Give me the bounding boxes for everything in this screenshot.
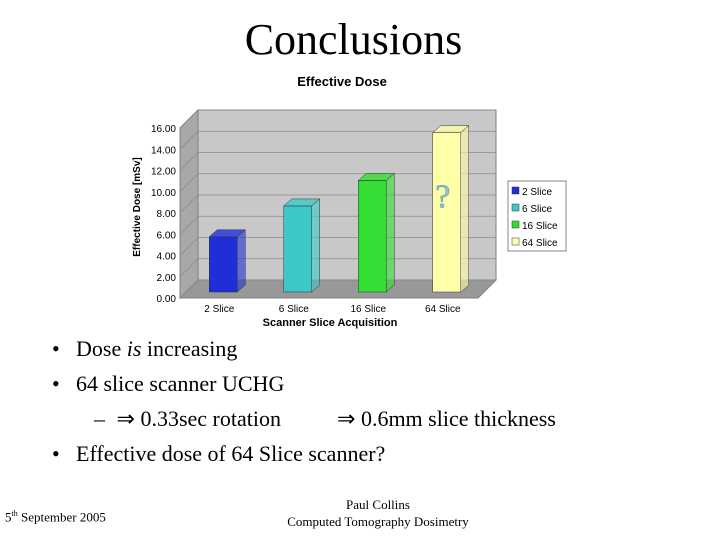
bar	[209, 236, 238, 293]
legend-label: 2 Slice	[522, 187, 552, 198]
bar	[283, 205, 312, 293]
bullet-item: • 64 slice scanner UCHG	[52, 371, 284, 397]
x-tick-label: 6 Slice	[279, 304, 309, 315]
bar-top	[357, 173, 395, 181]
y-tick-label: 10.00	[151, 188, 176, 199]
legend-label: 64 Slice	[522, 238, 558, 249]
bar-side	[386, 172, 395, 293]
footer-date-rest: September 2005	[17, 509, 106, 525]
question-mark-annotation: ?	[435, 179, 450, 216]
footer-author: Paul Collins	[346, 497, 410, 512]
gridline	[179, 279, 496, 299]
implies-icon: ⇒	[116, 406, 135, 431]
gridline	[179, 173, 496, 193]
sub-bullet-text: 0.33sec rotation	[140, 406, 281, 431]
y-tick-label: 2.00	[157, 273, 177, 284]
footer-date-day: 5	[5, 509, 12, 525]
legend-swatch	[511, 203, 520, 212]
footer-subtitle: Computed Tomography Dosimetry	[287, 514, 469, 529]
y-tick-label: 4.00	[157, 252, 177, 263]
bullet-text: increasing	[141, 336, 238, 361]
bullet-text: 64 slice scanner UCHG	[76, 371, 285, 396]
gridline	[179, 109, 496, 129]
bullet-dot: •	[52, 336, 60, 361]
legend-swatch	[511, 220, 520, 229]
x-tick-label: 64 Slice	[425, 304, 461, 315]
bar-side	[311, 198, 320, 293]
gridline	[179, 215, 496, 235]
y-tick-label: 16.00	[151, 124, 176, 135]
gridline	[179, 237, 496, 256]
footer-date: 5th September 2005	[5, 509, 106, 525]
y-axis-label: Effective Dose [mSv]	[132, 157, 143, 256]
bullet-text: Dose	[76, 336, 127, 361]
gridline	[179, 130, 496, 150]
y-tick-label: 14.00	[151, 145, 176, 156]
legend-label: 6 Slice	[522, 204, 552, 215]
bullet-dot: •	[52, 371, 60, 396]
legend-swatch	[511, 186, 520, 195]
bar-top	[208, 229, 246, 237]
slide-title: Conclusions	[244, 15, 463, 64]
y-tick-label: 12.00	[151, 167, 176, 178]
legend-label: 16 Slice	[522, 221, 558, 232]
sub-bullet-second: ⇒ 0.6mm slice thickness	[337, 406, 556, 432]
footer-credit: Paul Collins Computed Tomography Dosimet…	[258, 496, 498, 530]
gridline	[179, 258, 496, 278]
bullet-item: • Effective dose of 64 Slice scanner?	[52, 441, 385, 467]
bar	[358, 180, 387, 293]
sub-bullet-text: 0.6mm slice thickness	[360, 406, 556, 431]
gridline	[179, 152, 496, 171]
bullet-dot: •	[52, 441, 60, 466]
sub-bullet: – ⇒ 0.33sec rotation	[94, 406, 281, 432]
effective-dose-chart: Effective Dose 0.00 2.00 4.00 6.00 8.00 10.00 1…	[132, 74, 567, 329]
footer-date-suffix: th	[11, 509, 18, 518]
x-tick-label: 16 Slice	[350, 304, 386, 315]
bar-side	[460, 125, 469, 293]
sub-bullet-dash: –	[94, 406, 105, 431]
bullet-text: Effective dose of 64 Slice scanner?	[76, 441, 386, 466]
chart-title: Effective Dose	[297, 74, 387, 89]
bullet-emphasis: is	[126, 336, 142, 361]
bar-side	[237, 229, 246, 293]
x-tick-label: 2 Slice	[204, 304, 234, 315]
gridline	[179, 194, 496, 214]
y-tick-label: 0.00	[157, 294, 177, 305]
y-tick-label: 8.00	[157, 209, 177, 220]
y-tick-label: 6.00	[157, 230, 177, 241]
bullet-item: • Dose is increasing	[52, 336, 237, 362]
x-axis-label: Scanner Slice Acquisition	[263, 317, 398, 329]
bar-top	[283, 198, 321, 207]
implies-icon: ⇒	[337, 406, 356, 431]
bar-top	[432, 125, 470, 133]
legend-swatch	[511, 237, 520, 246]
